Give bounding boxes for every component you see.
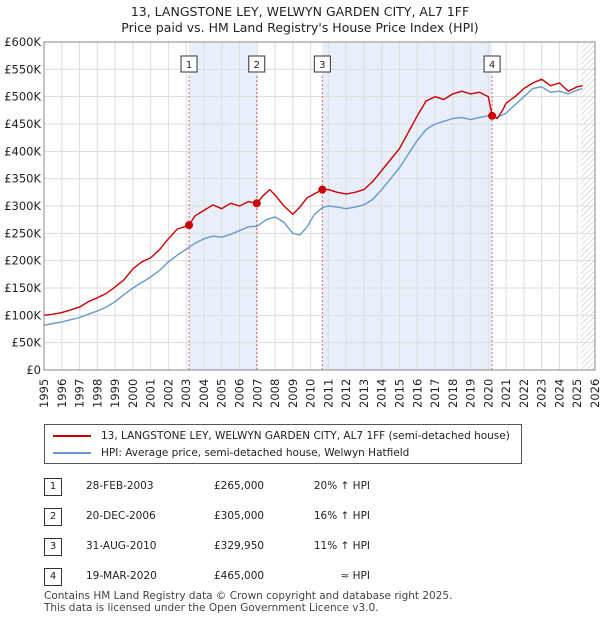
sale-label-box <box>248 55 266 73</box>
sale-point <box>252 199 261 208</box>
sale-price: £329,950 <box>214 540 265 552</box>
y-tick-label: £300K <box>4 199 41 213</box>
y-tick-label: £600K <box>4 35 41 49</box>
x-tick-label: 2024 <box>552 379 566 408</box>
x-tick-label: 2019 <box>464 379 478 408</box>
sale-row: 2 20-DEC-2006 £305,000 16% ↑ HPI <box>0 508 600 526</box>
x-tick-label: 2009 <box>286 379 300 408</box>
chart-subtitle: Price paid vs. HM Land Registry's House … <box>121 20 479 35</box>
sale-date: 28-FEB-2003 <box>86 480 154 492</box>
x-tick-label: 2004 <box>197 379 211 408</box>
x-tick-label: 2001 <box>144 379 158 408</box>
legend-label-hpi: HPI: Average price, semi-detached house,… <box>101 447 410 459</box>
sale-number: 4 <box>44 568 62 586</box>
legend-swatch-hpi <box>53 452 91 454</box>
x-tick-label: 2012 <box>339 379 353 408</box>
x-tick-label: 2003 <box>179 379 193 408</box>
sale-point <box>185 221 194 230</box>
x-tick-label: 2010 <box>304 379 318 408</box>
y-tick-label: £50K <box>12 336 42 350</box>
y-tick-label: £250K <box>4 226 41 240</box>
legend-item-hpi: HPI: Average price, semi-detached house,… <box>53 445 409 461</box>
y-tick-label: £450K <box>4 117 41 131</box>
y-tick-label: £100K <box>4 308 41 322</box>
sale-hpi-diff: 16% ↑ HPI <box>313 510 370 522</box>
sale-price: £265,000 <box>214 480 265 492</box>
x-tick-label: 1999 <box>108 379 122 408</box>
sale-label: 3 <box>319 60 325 71</box>
legend-item-property: 13, LANGSTONE LEY, WELWYN GARDEN CITY, A… <box>53 428 510 444</box>
x-tick-label: 2018 <box>446 379 460 408</box>
y-tick-label: £200K <box>4 254 41 268</box>
sale-row: 4 19-MAR-2020 £465,000 ≈ HPI <box>0 568 600 586</box>
sale-label: 4 <box>489 60 495 71</box>
sale-hpi-diff: 11% ↑ HPI <box>313 540 370 552</box>
sale-row: 3 31-AUG-2010 £329,950 11% ↑ HPI <box>0 538 600 556</box>
chart-title: 13, LANGSTONE LEY, WELWYN GARDEN CITY, A… <box>130 4 470 19</box>
x-tick-label: 2026 <box>588 379 600 408</box>
x-tick-label: 1995 <box>37 379 51 408</box>
footer-licence: This data is licensed under the Open Gov… <box>44 602 379 614</box>
legend-label-property: 13, LANGSTONE LEY, WELWYN GARDEN CITY, A… <box>101 430 510 442</box>
sale-point <box>488 111 497 120</box>
sale-label: 1 <box>186 60 192 71</box>
x-tick-label: 2000 <box>126 379 140 408</box>
plot-border <box>43 41 596 371</box>
sale-label: 2 <box>254 60 260 71</box>
x-tick-label: 2006 <box>233 379 247 408</box>
x-tick-label: 2020 <box>481 379 495 408</box>
x-tick-label: 2017 <box>428 379 442 408</box>
y-tick-label: £350K <box>4 172 41 186</box>
x-tick-label: 2011 <box>321 379 335 408</box>
sale-price: £305,000 <box>214 510 265 522</box>
x-tick-label: 2025 <box>570 379 584 408</box>
price-chart: £0 £50K £100K £150K £200K £250K £300K £350K £400… <box>4 35 600 408</box>
y-tick-label: £0 <box>26 363 41 377</box>
sale-label-box <box>180 55 198 73</box>
y-tick-label: £550K <box>4 62 41 76</box>
y-tick-label: £400K <box>4 144 41 158</box>
sale-row: 1 28-FEB-2003 £265,000 20% ↑ HPI <box>0 478 600 496</box>
x-tick-label: 2008 <box>268 379 282 408</box>
x-tick-label: 2016 <box>410 379 424 408</box>
sale-label-box <box>313 55 331 73</box>
x-tick-label: 2021 <box>499 379 513 408</box>
sale-hpi-diff: 20% ↑ HPI <box>313 480 370 492</box>
x-tick-label: 2023 <box>535 379 549 408</box>
sale-date: 19-MAR-2020 <box>86 570 157 582</box>
sale-number: 3 <box>44 538 62 556</box>
sale-price: £465,000 <box>214 570 265 582</box>
footer-copyright: Contains HM Land Registry data © Crown c… <box>44 590 453 602</box>
x-tick-label: 1996 <box>55 379 69 408</box>
x-tick-label: 2015 <box>392 379 406 408</box>
x-tick-label: 2022 <box>517 379 531 408</box>
x-tick-label: 2014 <box>375 379 389 408</box>
y-tick-label: £150K <box>4 281 41 295</box>
x-tick-label: 2013 <box>357 379 371 408</box>
legend: 13, LANGSTONE LEY, WELWYN GARDEN CITY, A… <box>44 424 522 464</box>
sale-number: 2 <box>44 508 62 526</box>
x-tick-label: 1997 <box>73 379 87 408</box>
legend-swatch-property <box>53 435 91 437</box>
x-tick-label: 1998 <box>90 379 104 408</box>
x-tick-label: 2002 <box>161 379 175 408</box>
sale-point <box>318 185 327 194</box>
sale-number: 1 <box>44 478 62 496</box>
sale-date: 31-AUG-2010 <box>86 540 157 552</box>
x-tick-label: 2005 <box>215 379 229 408</box>
sale-date: 20-DEC-2006 <box>86 510 156 522</box>
y-tick-label: £500K <box>4 90 41 104</box>
sale-hpi-diff: ≈ HPI <box>340 570 370 582</box>
property-price-line <box>43 78 583 316</box>
x-tick-label: 2007 <box>250 379 264 408</box>
sale-label-box <box>483 55 501 73</box>
